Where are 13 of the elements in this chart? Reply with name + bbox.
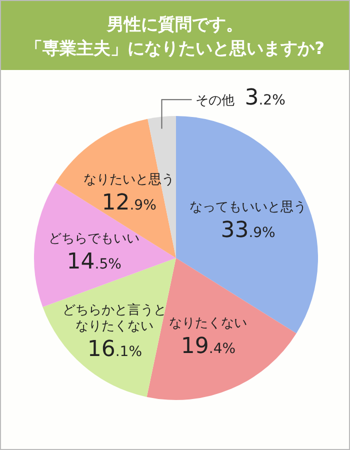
slice-label: どちらでもいい [48,231,140,246]
chart-title: 男性に質問です。「専業主夫」になりたいと思いますか? [26,15,324,59]
data-label: 12.9% [102,190,156,216]
data-label: 19.4% [180,334,236,359]
slice-label: その他 [196,94,235,109]
data-label: 16.1% [87,336,142,362]
slice-label: なりたいと思う [84,172,175,188]
data-label: 3.2% [244,86,286,111]
data-label: 14.5% [66,249,122,274]
slice-label: どちらかと言うとなりたくない [62,302,167,334]
data-label: 33.9% [220,218,276,244]
slice-label: なりたくない [169,316,248,331]
slice-label: なってもいいと思う [190,200,307,216]
